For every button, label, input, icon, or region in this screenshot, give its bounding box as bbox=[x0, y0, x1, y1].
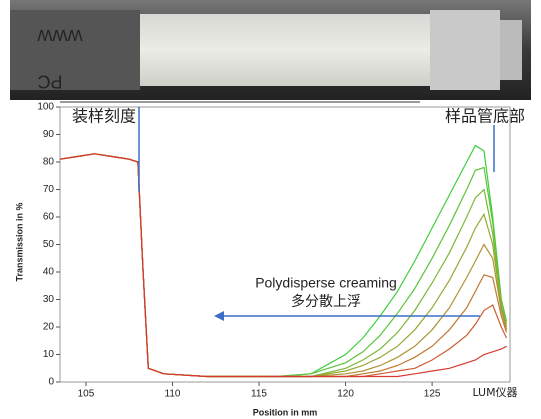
data-line bbox=[59, 144, 508, 378]
y-axis-label: Transmission in % bbox=[14, 202, 24, 281]
x-tick-label: 105 bbox=[78, 389, 95, 400]
data-line bbox=[59, 153, 508, 378]
data-line bbox=[59, 153, 508, 378]
arrow-head bbox=[214, 311, 224, 321]
y-tick-label: 0 bbox=[48, 377, 54, 388]
watermark: LUM仪器 bbox=[472, 386, 517, 399]
plot-area bbox=[59, 106, 511, 383]
data-line bbox=[59, 153, 508, 378]
annotation: 多分散上浮 bbox=[291, 293, 361, 310]
y-tick-label: 90 bbox=[43, 129, 55, 140]
data-line bbox=[59, 153, 508, 378]
x-tick-label: 110 bbox=[165, 389, 181, 400]
data-line bbox=[59, 153, 507, 378]
y-tick-label: 10 bbox=[43, 349, 55, 360]
y-tick-label: 70 bbox=[43, 184, 55, 195]
photo-label: WWW bbox=[36, 26, 82, 43]
y-tick-label: 30 bbox=[43, 294, 55, 305]
x-tick-label: 120 bbox=[337, 389, 354, 400]
y-tick-label: 100 bbox=[37, 102, 54, 113]
data-line bbox=[59, 153, 508, 378]
photo-label: PC bbox=[37, 71, 62, 91]
x-axis-label: Position in mm bbox=[253, 407, 318, 417]
annotation: 样品管底部 bbox=[445, 107, 525, 126]
x-tick-label: 115 bbox=[251, 389, 267, 400]
y-tick-label: 20 bbox=[43, 322, 55, 333]
x-tick-label: 125 bbox=[424, 389, 441, 400]
annotation: Polydisperse creaming bbox=[255, 275, 397, 291]
sample-photo: WWW PC bbox=[10, 0, 531, 100]
y-tick-label: 80 bbox=[43, 157, 55, 168]
y-tick-label: 50 bbox=[43, 239, 55, 250]
y-tick-label: 60 bbox=[43, 212, 55, 223]
data-line bbox=[59, 153, 508, 378]
annotation: 装样刻度 bbox=[72, 107, 136, 126]
y-tick-label: 40 bbox=[43, 267, 55, 278]
